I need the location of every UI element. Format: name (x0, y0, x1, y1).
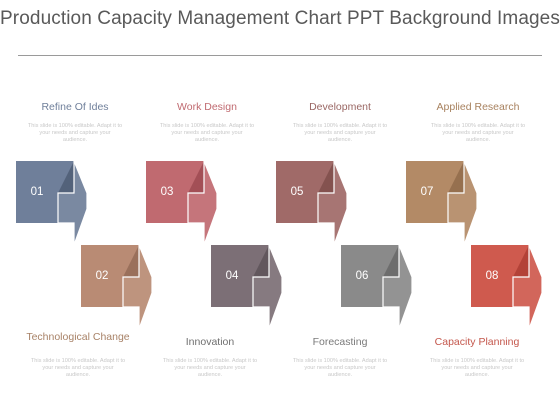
step-03-label: Work Design (177, 101, 237, 113)
step-03-graphic (146, 160, 218, 246)
step-07-description: This slide is 100% editable. Adapt it to… (430, 123, 526, 144)
step-01-label: Refine Of Ides (41, 101, 109, 113)
step-05-arrow-shade (318, 161, 347, 245)
step-05-arrow (317, 160, 348, 246)
step-03-shape: 03 (146, 160, 224, 246)
title-divider (18, 55, 542, 56)
step-06-description: This slide is 100% editable. Adapt it to… (292, 358, 388, 379)
step-07-graphic (406, 160, 478, 246)
step-08-label: Capacity Planning (434, 336, 520, 348)
step-08-shape: 08 (471, 244, 549, 330)
step-03-arrow-shade (188, 161, 217, 245)
step-05-graphic (276, 160, 348, 246)
step-03-fold (188, 161, 204, 193)
step-02-description: This slide is 100% editable. Adapt it to… (30, 358, 126, 379)
step-01-arrow (57, 160, 88, 246)
step-07-fold (448, 161, 464, 193)
step-04-label: Innovation (185, 336, 235, 348)
step-08-graphic (471, 244, 543, 330)
step-03-number: 03 (160, 186, 174, 198)
step-02-shape: 02 (81, 244, 159, 330)
step-01-arrow-shade (58, 161, 87, 245)
step-05-description: This slide is 100% editable. Adapt it to… (292, 123, 388, 144)
step-07-label: Applied Research (436, 101, 520, 113)
step-04-arrow (252, 244, 283, 330)
step-02-fold (123, 245, 139, 277)
step-04-number: 04 (225, 270, 239, 282)
step-01-graphic (16, 160, 88, 246)
step-02-number: 02 (95, 270, 109, 282)
step-07-arrow-shade (448, 161, 477, 245)
step-06-arrow-shade (383, 245, 412, 329)
step-06-graphic (341, 244, 413, 330)
step-06-number: 06 (355, 270, 369, 282)
step-02-arrow (122, 244, 153, 330)
step-03-arrow (187, 160, 218, 246)
step-08-fold (513, 245, 529, 277)
step-01-fold (58, 161, 74, 193)
step-08-number: 08 (485, 270, 499, 282)
step-06-fold (383, 245, 399, 277)
step-06-arrow (382, 244, 413, 330)
step-07-number: 07 (420, 186, 434, 198)
step-05-shape: 05 (276, 160, 354, 246)
step-06-shape: 06 (341, 244, 419, 330)
step-02-graphic (81, 244, 153, 330)
step-04-fold (253, 245, 269, 277)
step-05-label: Development (309, 101, 371, 113)
step-05-number: 05 (290, 186, 304, 198)
step-01-shape: 01 (16, 160, 94, 246)
step-04-description: This slide is 100% editable. Adapt it to… (162, 358, 258, 379)
step-04-arrow-shade (253, 245, 282, 329)
step-02-arrow-shade (123, 245, 152, 329)
step-04-shape: 04 (211, 244, 289, 330)
step-08-arrow-shade (513, 245, 542, 329)
step-07-shape: 07 (406, 160, 484, 246)
slide-title: Production Capacity Management Chart PPT… (0, 8, 560, 29)
step-06-label: Forecasting (312, 336, 368, 348)
step-03-description: This slide is 100% editable. Adapt it to… (159, 123, 255, 144)
step-01-description: This slide is 100% editable. Adapt it to… (27, 123, 123, 144)
step-02-label: Technological Change (26, 331, 130, 343)
step-04-graphic (211, 244, 283, 330)
step-08-description: This slide is 100% editable. Adapt it to… (429, 358, 525, 379)
step-01-number: 01 (30, 186, 44, 198)
step-05-fold (318, 161, 334, 193)
step-08-arrow (512, 244, 543, 330)
step-07-arrow (447, 160, 478, 246)
